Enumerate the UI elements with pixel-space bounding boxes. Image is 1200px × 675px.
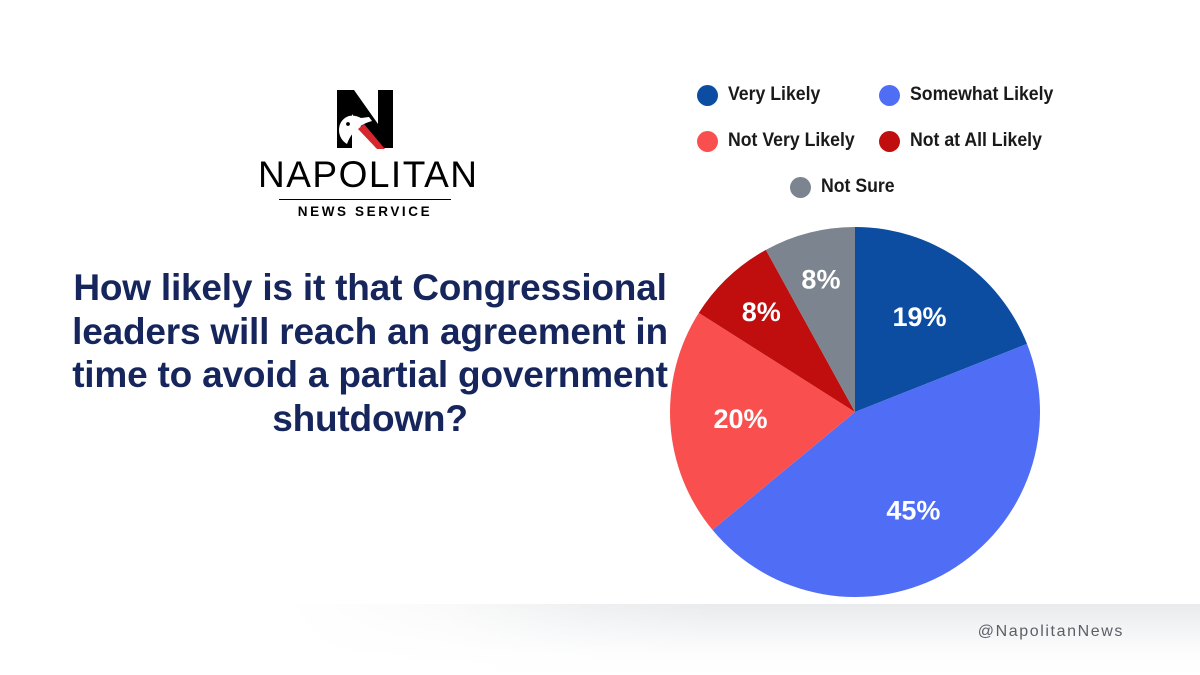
legend-item-label: Not Very Likely (728, 130, 855, 151)
legend-dot-icon (789, 176, 811, 198)
pie-slice-group (670, 227, 1040, 597)
legend-item-very-likely[interactable]: Very Likely (660, 84, 879, 106)
brand-logo: NAPOLITAN NEWS SERVICE (258, 88, 479, 219)
legend-row: Not Very Likely Not at All Likely (660, 118, 1070, 164)
brand-divider (279, 199, 451, 200)
brand-wordmark: NAPOLITAN (258, 154, 479, 195)
legend-item-label: Very Likely (728, 84, 821, 105)
pie-slice[interactable] (712, 343, 1040, 597)
poll-question-headline: How likely is it that Congressional lead… (72, 267, 668, 439)
legend-item-label: Not at All Likely (910, 130, 1042, 151)
legend-dot-icon (879, 130, 900, 152)
pie-chart-svg: 19% 45% 20% 8% 8% (670, 227, 1040, 597)
pie-slice-value-label: 19% (892, 302, 946, 332)
legend-item-not-very-likely[interactable]: Not Very Likely (660, 130, 879, 152)
social-handle-watermark: @NapolitanNews (977, 623, 1124, 640)
pie-label-group: 19% 45% 20% 8% 8% (714, 264, 947, 525)
pie-chart: 19% 45% 20% 8% 8% (670, 227, 1040, 597)
legend-dot-icon (697, 84, 718, 106)
chart-legend: Very Likely Somewhat Likely Not Very Lik… (660, 72, 1070, 210)
pie-slice[interactable] (698, 249, 855, 412)
pie-slice[interactable] (765, 227, 855, 412)
legend-row: Very Likely Somewhat Likely (660, 72, 1070, 118)
legend-item-not-at-all-likely[interactable]: Not at All Likely (879, 130, 1069, 152)
napolitan-eagle-n-monogram-icon (337, 90, 393, 149)
pie-slice[interactable] (855, 227, 1028, 412)
brand-tagline: NEWS SERVICE (297, 204, 433, 219)
pie-slice[interactable] (670, 312, 855, 530)
pie-slice-value-label: 45% (886, 496, 940, 526)
legend-dot-icon (879, 84, 900, 106)
pie-slice-value-label: 8% (742, 297, 781, 327)
pie-slice-value-label: 20% (714, 404, 768, 434)
legend-item-not-sure[interactable]: Not Sure (789, 176, 900, 198)
legend-item-label: Not Sure (820, 176, 895, 197)
legend-item-somewhat-likely[interactable]: Somewhat Likely (879, 84, 1069, 106)
pie-slice-value-label: 8% (801, 264, 840, 294)
legend-dot-icon (697, 130, 718, 152)
bottom-shadow-fade (0, 604, 720, 675)
legend-item-label: Somewhat Likely (910, 84, 1054, 105)
legend-row: Not Sure (660, 164, 1070, 210)
